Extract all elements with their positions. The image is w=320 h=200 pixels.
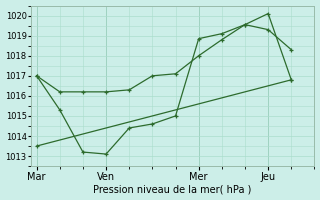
X-axis label: Pression niveau de la mer( hPa ): Pression niveau de la mer( hPa ) (93, 184, 252, 194)
